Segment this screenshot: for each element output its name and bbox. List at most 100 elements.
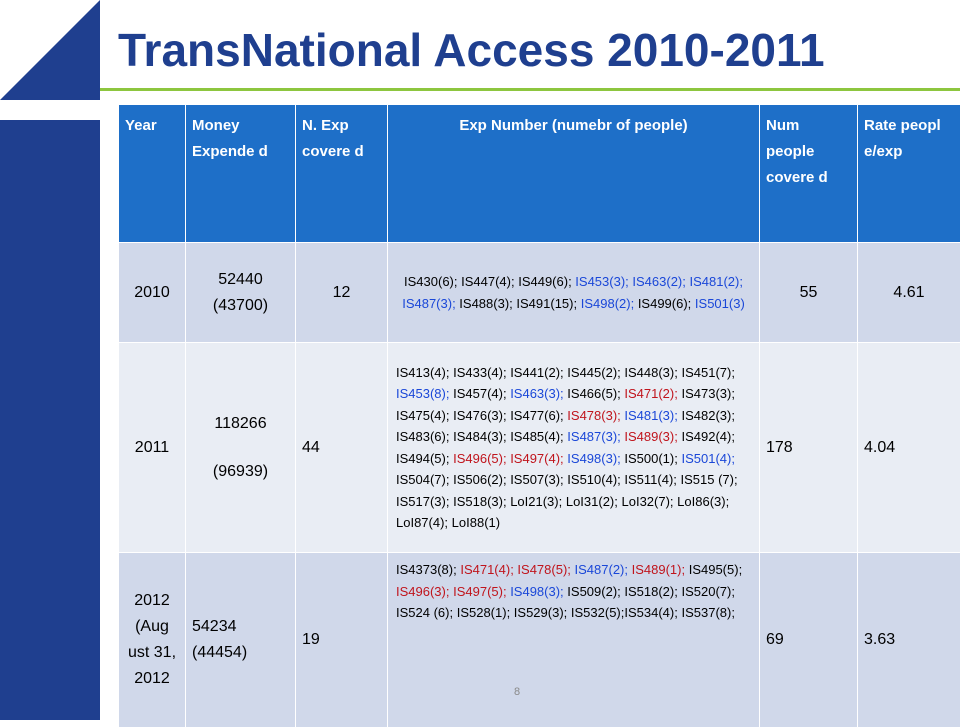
experiment-code: IS489(1);: [632, 562, 689, 577]
experiment-code: IS482(3);: [681, 408, 734, 423]
experiment-code: IS447(4);: [461, 274, 518, 289]
experiment-code: IS457(4);: [453, 386, 510, 401]
experiment-code: IS448(3);: [624, 365, 681, 380]
cell-year: 2010: [119, 243, 186, 343]
table-row: 2011 118266 (96939) 44 IS413(4); IS433(4…: [119, 343, 960, 553]
cell-money: 52440 (43700): [186, 243, 296, 343]
experiment-code: IS517(3);: [396, 494, 453, 509]
experiment-code: IS498(3);: [567, 451, 624, 466]
experiment-code: IS510(4);: [567, 472, 624, 487]
table-row: 2012 (Aug ust 31, 2012 54234 (44454) 19 …: [119, 553, 960, 728]
experiment-code: IS509(2);: [567, 584, 624, 599]
cell-experiments: IS413(4); IS433(4); IS441(2); IS445(2); …: [388, 343, 760, 553]
table-row: 2010 52440 (43700) 12 IS430(6); IS447(4)…: [119, 243, 960, 343]
experiment-code: IS496(5);: [453, 451, 510, 466]
cell-n-exp: 12: [296, 243, 388, 343]
experiment-code: IS478(5);: [517, 562, 574, 577]
experiment-code: IS506(2);: [453, 472, 510, 487]
experiment-code: IS481(3);: [624, 408, 681, 423]
cell-rate: 4.04: [858, 343, 960, 553]
header-exp-number: Exp Number (numebr of people): [388, 105, 760, 243]
experiment-code: IS463(3);: [510, 386, 567, 401]
experiment-code: LoI87(4);: [396, 515, 452, 530]
experiment-code: IS453(8);: [396, 386, 453, 401]
experiment-code: IS499(6);: [638, 296, 695, 311]
experiment-code: IS492(4);: [681, 429, 734, 444]
experiment-code: IS518(2);: [624, 584, 681, 599]
left-sidebar-decoration: [0, 120, 100, 720]
cell-num-people: 69: [760, 553, 858, 728]
table-header-row: Year Money Expende d N. Exp covere d Exp…: [119, 105, 960, 243]
experiment-code: IS534(4);: [624, 605, 681, 620]
money-value: 52440: [192, 267, 289, 293]
experiment-code: IS471(4);: [460, 562, 517, 577]
experiment-code: IS484(3);: [453, 429, 510, 444]
experiment-code: IS451(7);: [681, 365, 734, 380]
experiment-code: LoI31(2);: [566, 494, 622, 509]
corner-triangle-decoration: [0, 0, 100, 100]
experiment-code: IS524 (6);: [396, 605, 457, 620]
experiment-code: IS483(6);: [396, 429, 453, 444]
experiment-code: IS466(5);: [567, 386, 624, 401]
experiment-code: IS498(2);: [581, 296, 638, 311]
experiment-code: IS507(3);: [510, 472, 567, 487]
cell-num-people: 55: [760, 243, 858, 343]
money-value: 54234: [192, 614, 289, 640]
money-value-secondary: (43700): [192, 293, 289, 319]
cell-experiments: IS4373(8); IS471(4); IS478(5); IS487(2);…: [388, 553, 760, 728]
experiment-code: IS532(5);: [571, 605, 624, 620]
experiment-code: IS4373(8);: [396, 562, 460, 577]
cell-year: 2011: [119, 343, 186, 553]
money-value: 118266: [192, 411, 289, 437]
header-money: Money Expende d: [186, 105, 296, 243]
experiment-code: IS496(3);: [396, 584, 453, 599]
experiment-code: IS430(6);: [404, 274, 461, 289]
experiment-code: IS504(7);: [396, 472, 453, 487]
cell-num-people: 178: [760, 343, 858, 553]
header-year: Year: [119, 105, 186, 243]
experiment-code: IS494(5);: [396, 451, 453, 466]
experiment-code: IS537(8);: [681, 605, 734, 620]
cell-rate: 3.63: [858, 553, 960, 728]
page-number: 8: [514, 686, 520, 698]
experiment-code: IS529(3);: [514, 605, 571, 620]
experiment-code: IS413(4);: [396, 365, 453, 380]
experiment-code: IS511(4);: [624, 472, 680, 487]
experiment-code: IS501(4);: [681, 451, 734, 466]
cell-year: 2012 (Aug ust 31, 2012: [119, 553, 186, 728]
experiment-code: IS471(2);: [624, 386, 681, 401]
experiment-code: IS488(3);: [459, 296, 516, 311]
cell-rate: 4.61: [858, 243, 960, 343]
experiment-code: IS473(3);: [681, 386, 734, 401]
experiment-code: IS500(1);: [624, 451, 681, 466]
experiment-code: IS497(5);: [453, 584, 510, 599]
experiment-code: IS481(2);: [689, 274, 742, 289]
experiment-code: IS463(2);: [632, 274, 689, 289]
experiment-code: IS495(5);: [689, 562, 742, 577]
header-rate: Rate peopl e/exp: [858, 105, 960, 243]
cell-money: 54234 (44454): [186, 553, 296, 728]
experiment-code: IS449(6);: [518, 274, 575, 289]
experiment-code: IS518(3);: [453, 494, 510, 509]
experiment-code: LoI86(3);: [677, 494, 729, 509]
experiment-code: IS441(2);: [510, 365, 567, 380]
cell-n-exp: 19: [296, 553, 388, 728]
money-value-secondary: (44454): [192, 640, 289, 666]
money-value-secondary: (96939): [192, 459, 289, 485]
experiment-code: LoI32(7);: [622, 494, 678, 509]
experiment-code: IS433(4);: [453, 365, 510, 380]
tna-table: Year Money Expende d N. Exp covere d Exp…: [118, 104, 960, 728]
experiment-code: IS497(4);: [510, 451, 567, 466]
experiment-code: IS485(4);: [510, 429, 567, 444]
experiment-code: IS476(3);: [453, 408, 510, 423]
experiment-code: IS477(6);: [510, 408, 567, 423]
cell-n-exp: 44: [296, 343, 388, 553]
experiment-code: IS501(3): [695, 296, 745, 311]
title-underline: [100, 88, 960, 91]
experiment-code: IS515 (7);: [681, 472, 738, 487]
experiment-code: IS475(4);: [396, 408, 453, 423]
experiment-code: LoI21(3);: [510, 494, 566, 509]
experiment-code: IS528(1);: [457, 605, 514, 620]
experiment-code: IS487(3);: [567, 429, 624, 444]
experiment-code: IS453(3);: [575, 274, 632, 289]
